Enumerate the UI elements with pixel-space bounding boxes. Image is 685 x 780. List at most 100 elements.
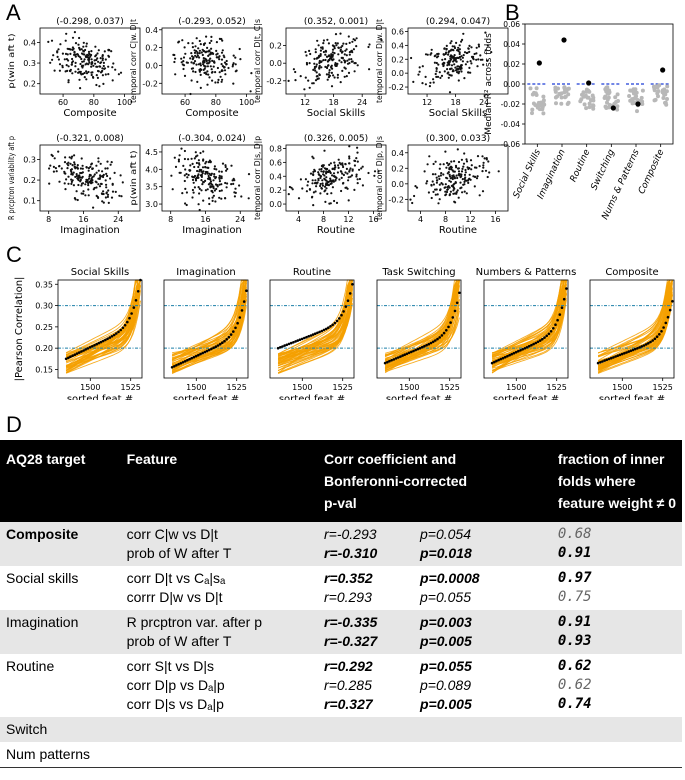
- scatter-point: [204, 162, 207, 165]
- scatter-point: [288, 185, 291, 189]
- scatter-point: [213, 167, 216, 170]
- scatter-point: [339, 81, 342, 84]
- panel-c-actual-point: [298, 338, 302, 342]
- scatter-point: [210, 47, 213, 50]
- scatter-point: [173, 60, 176, 64]
- scatter-point: [322, 59, 325, 62]
- scatter-point: [483, 157, 486, 160]
- scatter-xtick-label: 60: [180, 98, 190, 107]
- scatter-point: [297, 197, 301, 200]
- scatter-point: [328, 169, 331, 172]
- scatter-point: [206, 188, 209, 191]
- panel-c-actual-point: [599, 361, 602, 364]
- scatter-point: [184, 187, 187, 190]
- scatter-point: [356, 146, 359, 149]
- scatter-point: [432, 162, 435, 166]
- scatter-title: (-0.298, 0.037): [56, 17, 124, 27]
- scatter-point: [215, 49, 218, 53]
- scatter-point: [49, 61, 52, 64]
- scatter-point: [207, 174, 210, 178]
- scatter-point: [202, 150, 205, 153]
- scatter-point: [74, 42, 78, 45]
- scatter-point: [185, 203, 188, 207]
- panel-c-ytick-label: 0.35: [35, 280, 53, 289]
- scatter-point: [111, 79, 114, 82]
- scatter-point: [437, 175, 440, 178]
- scatter-point: [85, 166, 88, 169]
- scatter-title: (0.352, 0.001): [304, 17, 368, 27]
- scatter-ytick-label: 0.2: [269, 186, 282, 195]
- scatter-point: [96, 69, 100, 73]
- scatter-point: [217, 56, 220, 59]
- scatter-point: [348, 51, 351, 54]
- scatter-point: [221, 49, 224, 52]
- panel-b-null-point: [566, 86, 571, 91]
- scatter-point: [97, 60, 100, 63]
- scatter-ytick-label: 0.2: [391, 164, 404, 173]
- scatter-point: [447, 171, 450, 174]
- panel-b-selected-point: [586, 80, 592, 86]
- target-label: Social skills: [6, 570, 79, 586]
- scatter-point: [226, 167, 229, 171]
- panel-c-null-curve: [597, 282, 673, 371]
- scatter-xlabel: Imagination: [60, 225, 120, 236]
- scatter-point: [409, 198, 412, 201]
- panel-c-actual-point: [434, 339, 437, 342]
- cell-fraction: 0.97 0.75: [552, 566, 682, 610]
- scatter-point: [64, 188, 67, 191]
- panel-c-actual-point: [523, 347, 527, 350]
- scatter-point: [349, 167, 352, 170]
- scatter-point: [467, 178, 470, 181]
- scatter-point: [312, 191, 315, 194]
- scatter-point: [435, 61, 438, 65]
- scatter-point: [121, 181, 124, 184]
- scatter-point: [311, 179, 314, 182]
- scatter-point: [332, 172, 336, 175]
- panel-c-actual-point: [508, 353, 511, 357]
- scatter-point: [97, 49, 100, 52]
- header-corr: Corr coefficient and Bonferonni-correcte…: [317, 440, 552, 522]
- scatter-ylabel: temporal corr D|w. D|t: [375, 19, 384, 103]
- scatter-point: [191, 58, 194, 61]
- scatter-point: [333, 199, 336, 203]
- scatter-axes-box: [161, 27, 263, 95]
- scatter-point: [462, 32, 465, 35]
- scatter-point: [334, 33, 338, 36]
- panel-c-actual-point: [562, 297, 566, 301]
- scatter-point: [85, 72, 89, 75]
- panel-c-actual-point: [173, 365, 176, 368]
- scatter-point: [190, 61, 193, 64]
- scatter-point: [199, 43, 202, 46]
- scatter-point: [322, 50, 325, 54]
- scatter-point: [331, 51, 334, 54]
- scatter-point: [308, 62, 311, 65]
- scatter-point: [486, 44, 489, 47]
- scatter-point: [200, 179, 203, 182]
- scatter-point: [79, 62, 82, 66]
- scatter-point: [84, 194, 87, 197]
- panel-c-xtick-label: 1500: [186, 383, 206, 392]
- panel-c-actual-point: [493, 360, 496, 364]
- scatter-point: [448, 91, 452, 94]
- scatter-point: [205, 35, 208, 38]
- scatter-point: [221, 69, 224, 72]
- scatter-point: [105, 172, 108, 175]
- scatter-point: [486, 59, 489, 62]
- scatter-point: [239, 58, 242, 61]
- scatter-point: [193, 186, 196, 189]
- p-value: p=0.089: [419, 677, 471, 693]
- panel-c-actual-point: [134, 299, 138, 302]
- scatter-point: [91, 71, 94, 74]
- scatter-point: [208, 202, 211, 206]
- scatter-point: [202, 63, 205, 66]
- scatter-point: [319, 53, 322, 56]
- scatter-point: [215, 56, 218, 59]
- scatter-point: [182, 56, 186, 59]
- scatter-point: [64, 39, 67, 42]
- scatter-point: [344, 171, 347, 174]
- scatter-point: [326, 167, 329, 171]
- scatter-xtick-label: 24: [357, 98, 367, 107]
- panel-c-actual-point: [552, 327, 555, 330]
- corr-line: r=-0.327 p=0.005: [324, 632, 546, 651]
- scatter-point: [177, 158, 180, 161]
